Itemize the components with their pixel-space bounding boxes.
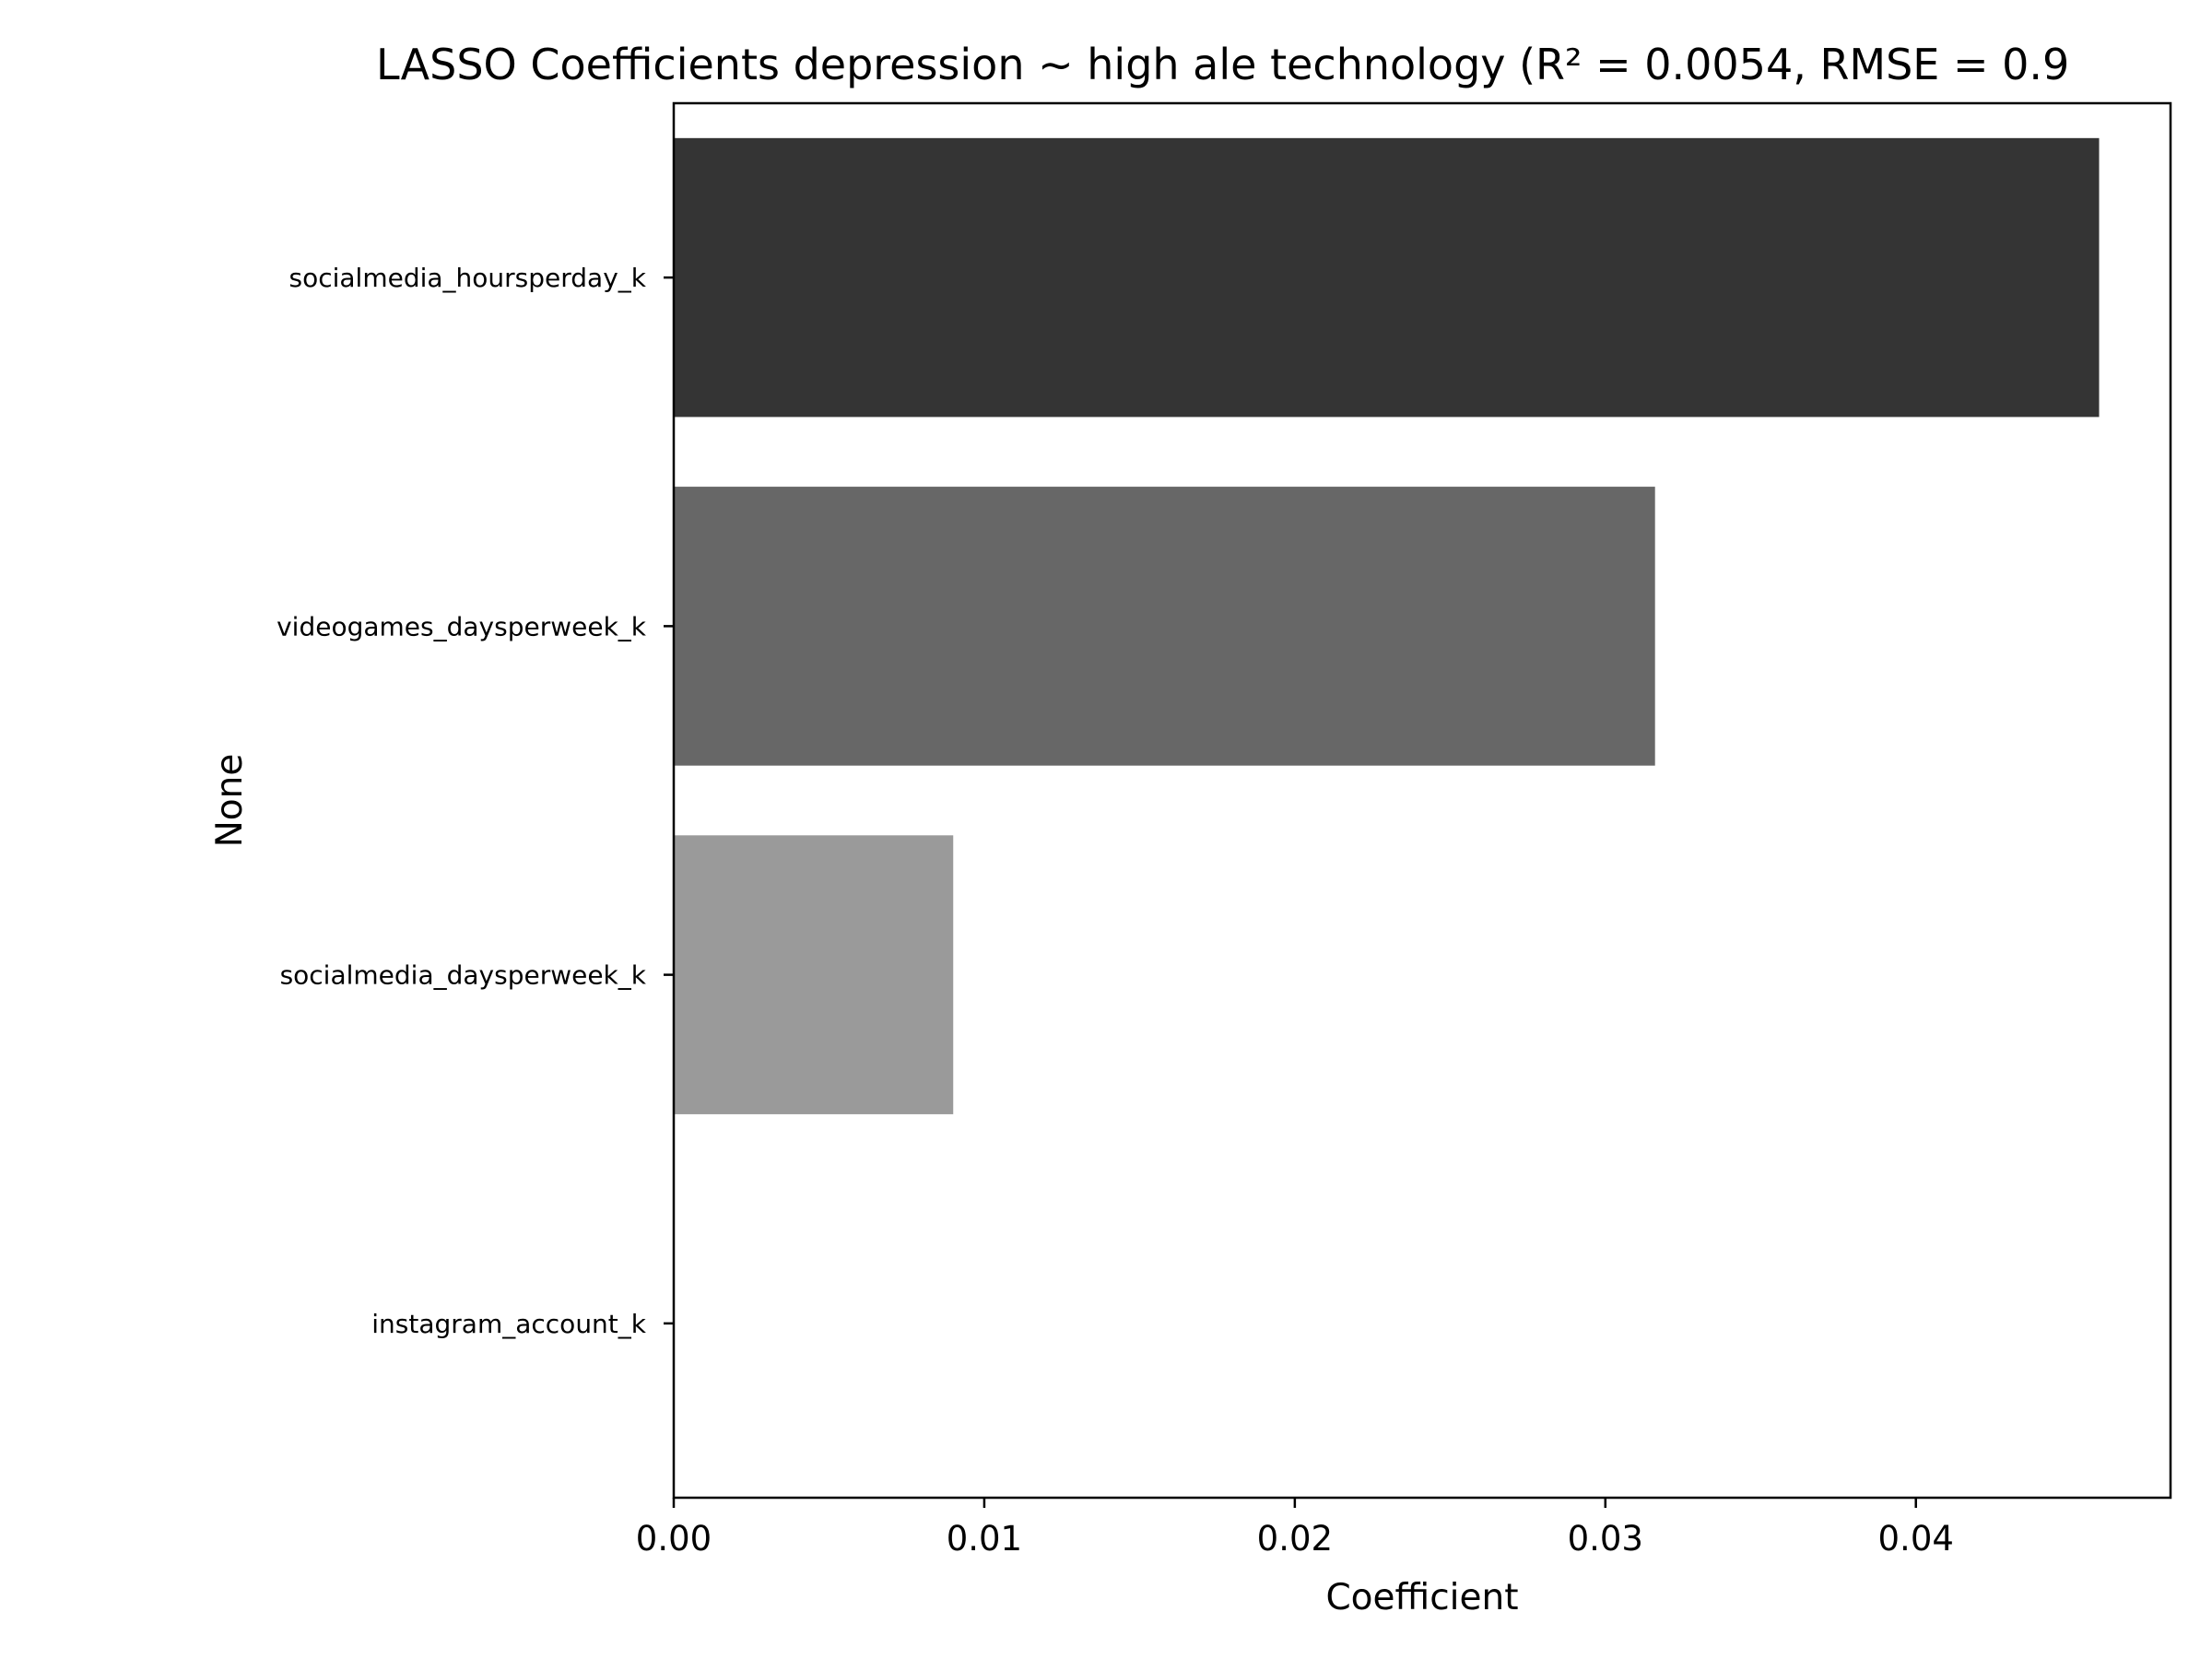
bars-group: [674, 137, 2100, 1114]
bar-videogames_daysperweek_k: [674, 487, 1655, 766]
y-tick-label: videogames_daysperweek_k: [276, 611, 647, 641]
x-tick-label: 0.04: [1878, 1519, 1954, 1559]
bar-socialmedia_daysperweek_k: [674, 835, 954, 1114]
x-axis-ticks: 0.00 0.01 0.02 0.03 0.04: [636, 1498, 1954, 1559]
y-tick-label: instagram_account_k: [371, 1309, 647, 1339]
x-tick-label: 0.03: [1568, 1519, 1643, 1559]
y-tick-label: socialmedia_hoursperday_k: [288, 263, 646, 293]
x-tick-label: 0.01: [947, 1519, 1022, 1559]
chart-title: LASSO Coefficients depression ~ high ale…: [376, 40, 2069, 89]
y-tick-label: socialmedia_daysperweek_k: [280, 960, 647, 991]
plot-frame: [672, 101, 2172, 1500]
x-axis-label: Coefficient: [1325, 1577, 1518, 1618]
x-tick-label: 0.00: [636, 1519, 712, 1559]
bar-socialmedia_hoursperday_k: [674, 137, 2100, 418]
y-axis-label: None: [209, 754, 251, 848]
y-axis-ticks: socialmedia_hoursperday_k videogames_days…: [276, 263, 674, 1339]
x-tick-label: 0.02: [1257, 1519, 1333, 1559]
